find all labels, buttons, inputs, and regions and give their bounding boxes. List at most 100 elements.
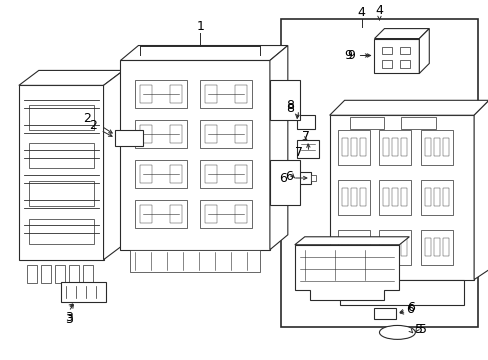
Polygon shape <box>339 280 463 305</box>
Bar <box>425 138 430 156</box>
Bar <box>82 265 92 283</box>
Bar <box>294 172 310 184</box>
Bar <box>442 238 448 256</box>
Bar <box>140 205 152 223</box>
Bar <box>382 60 392 68</box>
Bar <box>170 165 182 183</box>
Bar <box>200 200 251 228</box>
Bar <box>205 165 217 183</box>
Bar <box>382 46 392 54</box>
Bar <box>310 175 315 181</box>
Bar <box>235 205 246 223</box>
Bar <box>433 138 439 156</box>
Text: 7: 7 <box>294 145 302 159</box>
Text: 8: 8 <box>285 99 293 112</box>
Bar <box>29 105 93 130</box>
Bar <box>425 188 430 206</box>
Ellipse shape <box>379 325 414 339</box>
Bar <box>280 19 477 328</box>
Bar <box>205 125 217 143</box>
Polygon shape <box>269 45 287 250</box>
Bar <box>379 230 410 265</box>
Text: 3: 3 <box>64 313 73 326</box>
Bar <box>29 143 93 168</box>
Bar <box>337 180 369 215</box>
Bar <box>383 188 388 206</box>
Bar <box>170 125 182 143</box>
Bar <box>135 120 187 148</box>
Bar <box>433 188 439 206</box>
Bar <box>200 80 251 108</box>
Bar <box>350 238 356 256</box>
Bar <box>170 205 182 223</box>
Bar <box>135 80 187 108</box>
Bar <box>205 205 217 223</box>
Polygon shape <box>329 115 473 280</box>
Bar <box>349 117 384 129</box>
Text: 3: 3 <box>64 311 73 324</box>
Polygon shape <box>120 45 287 60</box>
Text: 4: 4 <box>357 6 365 19</box>
Polygon shape <box>269 80 299 120</box>
Text: 2: 2 <box>88 119 96 132</box>
Text: 7: 7 <box>301 130 309 143</box>
Bar <box>350 188 356 206</box>
Polygon shape <box>269 160 299 205</box>
Bar <box>400 60 409 68</box>
Polygon shape <box>120 60 269 250</box>
Bar <box>341 188 347 206</box>
Bar <box>359 188 365 206</box>
Bar <box>392 138 398 156</box>
Bar <box>374 307 396 319</box>
Bar <box>337 230 369 265</box>
Polygon shape <box>103 71 123 260</box>
Bar <box>383 138 388 156</box>
Bar <box>442 138 448 156</box>
Text: 9: 9 <box>344 49 352 62</box>
Bar <box>401 238 407 256</box>
Polygon shape <box>19 71 123 85</box>
Bar <box>235 85 246 103</box>
Bar <box>421 230 452 265</box>
Text: 1: 1 <box>196 20 203 33</box>
Bar <box>421 130 452 165</box>
Bar <box>61 282 105 302</box>
Polygon shape <box>473 100 488 280</box>
Bar <box>296 115 314 129</box>
Bar <box>421 180 452 215</box>
Bar <box>68 265 79 283</box>
Polygon shape <box>374 39 419 73</box>
Polygon shape <box>419 28 428 73</box>
Bar <box>235 125 246 143</box>
Bar <box>200 160 251 188</box>
Polygon shape <box>329 100 488 115</box>
Bar <box>433 238 439 256</box>
Bar <box>55 265 64 283</box>
Text: 2: 2 <box>82 112 90 125</box>
Bar <box>140 125 152 143</box>
Bar <box>383 238 388 256</box>
Text: 6: 6 <box>278 171 286 185</box>
Bar <box>135 160 187 188</box>
Bar <box>401 117 435 129</box>
Bar <box>359 238 365 256</box>
Bar <box>442 188 448 206</box>
Polygon shape <box>374 28 428 39</box>
Bar <box>379 130 410 165</box>
Bar <box>337 130 369 165</box>
Bar <box>296 140 318 158</box>
Text: 6: 6 <box>407 301 414 314</box>
Text: 5: 5 <box>418 323 427 336</box>
Bar <box>392 188 398 206</box>
Bar <box>115 130 143 146</box>
Polygon shape <box>294 245 399 300</box>
Text: 9: 9 <box>347 49 355 62</box>
Bar <box>27 265 37 283</box>
Text: 5: 5 <box>414 323 423 336</box>
Bar <box>401 188 407 206</box>
Bar <box>205 85 217 103</box>
Bar <box>341 138 347 156</box>
Bar <box>379 180 410 215</box>
Bar <box>401 138 407 156</box>
Bar <box>140 85 152 103</box>
